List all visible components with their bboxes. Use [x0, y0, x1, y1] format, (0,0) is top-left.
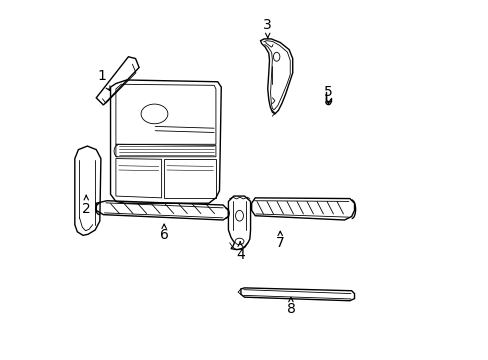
Text: 8: 8 [286, 297, 295, 316]
Text: 6: 6 [160, 224, 168, 242]
Text: 3: 3 [263, 18, 271, 38]
Text: 1: 1 [97, 69, 110, 91]
Text: 4: 4 [235, 242, 244, 262]
Text: 7: 7 [275, 231, 284, 249]
Text: 5: 5 [324, 85, 332, 104]
Text: 2: 2 [81, 195, 90, 216]
